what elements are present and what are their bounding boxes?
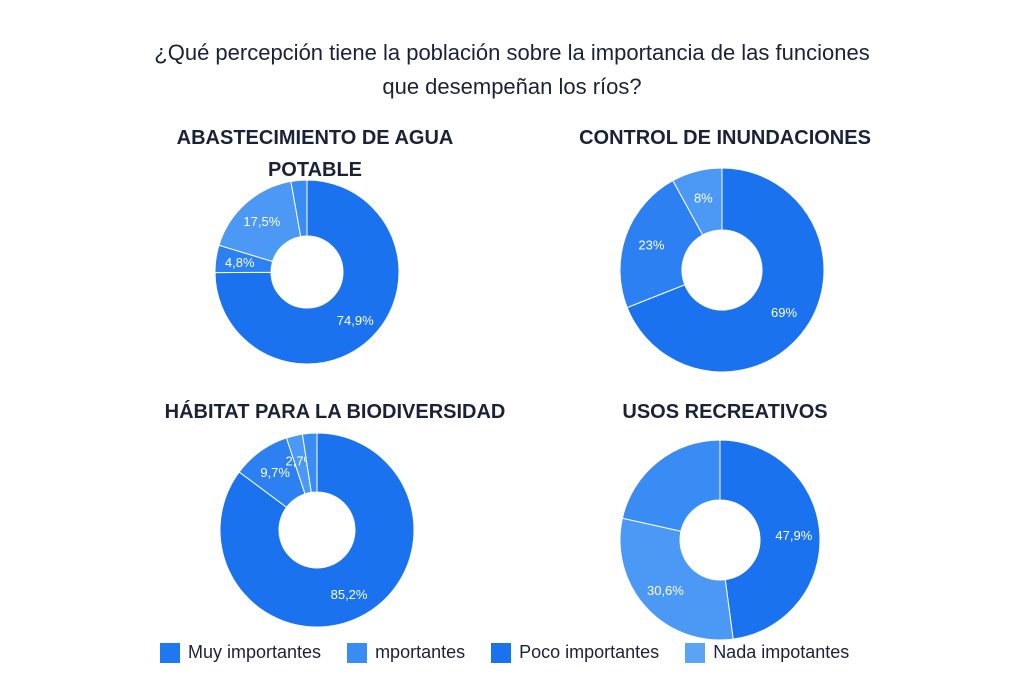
donut-slice [619,517,734,641]
donut-slice [214,179,400,365]
legend-label: Poco importantes [519,642,660,662]
slice-data-label: 74,9% [337,313,374,328]
chart-title-abastecimiento: ABASTECIMIENTO DE AGUA POTABLE [150,122,480,186]
legend-item: Poco importantes [491,642,659,663]
slice-data-label: 17,5% [243,214,280,229]
main-title: ¿Qué percepción tiene la población sobre… [100,36,924,104]
chart-title-line: USOS RECREATIVOS [622,401,828,423]
chart-title-line: HÁBITAT PARA LA BIODIVERSIDAD [164,401,506,423]
slice-data-label: 85,2% [331,587,368,602]
chart-title-usos-recreativos: USOS RECREATIVOS [560,396,890,428]
slice-data-label: 30,6% [647,583,684,598]
slice-data-label: 23% [638,238,664,253]
legend-item: mportantes [347,642,465,663]
slice-data-label: 9,7% [260,465,290,480]
chart-title-habitat: HÁBITAT PARA LA BIODIVERSIDAD [150,396,520,428]
slice-data-label: 4,8% [225,255,255,270]
slice-data-label: 47,9% [775,528,812,543]
donut-slice [626,167,825,373]
main-title-line-2: que desempeñan los ríos? [382,74,642,99]
main-title-line-1: ¿Qué percepción tiene la población sobre… [154,40,870,65]
chart-title-control-inundaciones: CONTROL DE INUNDACIONES [560,122,890,154]
chart-title-line: POTABLE [267,159,363,181]
legend-swatch [491,642,512,663]
legend-item: Nada impotantes [685,642,849,663]
donut-chart-1: 69% 23% 8% [619,167,825,373]
legend-label: Muy importantes [188,642,322,662]
legend-swatch [160,642,180,663]
slice-data-label: 8% [694,190,713,205]
legend-item: Muy importantes [160,642,321,663]
donut-slice [219,432,415,628]
donut-slice [290,179,308,238]
legend: Muy importantes mportantes Poco importan… [160,642,920,663]
slice-data-label: 69% [771,305,797,320]
donut-slice [218,180,302,263]
donut-chart-0: 74,9% 4,8% 17,5% [214,179,400,365]
legend-label: Nada impotantes [713,642,850,662]
legend-swatch [347,642,368,663]
legend-swatch [685,642,706,663]
legend-label: mportantes [375,642,466,662]
donut-slice [719,439,821,640]
donut-slice [619,179,704,309]
donut-slice [301,432,318,494]
chart-title-line: ABASTECIMIENTO DE AGUA [176,127,454,149]
donut-chart-3: 47,9% 30,6% [619,439,821,641]
donut-chart-2: 85,2%9,7%2,7% [219,432,415,628]
chart-title-line: CONTROL DE INUNDACIONES [579,127,871,149]
donut-slice [672,167,723,236]
donut-slice [621,439,721,532]
